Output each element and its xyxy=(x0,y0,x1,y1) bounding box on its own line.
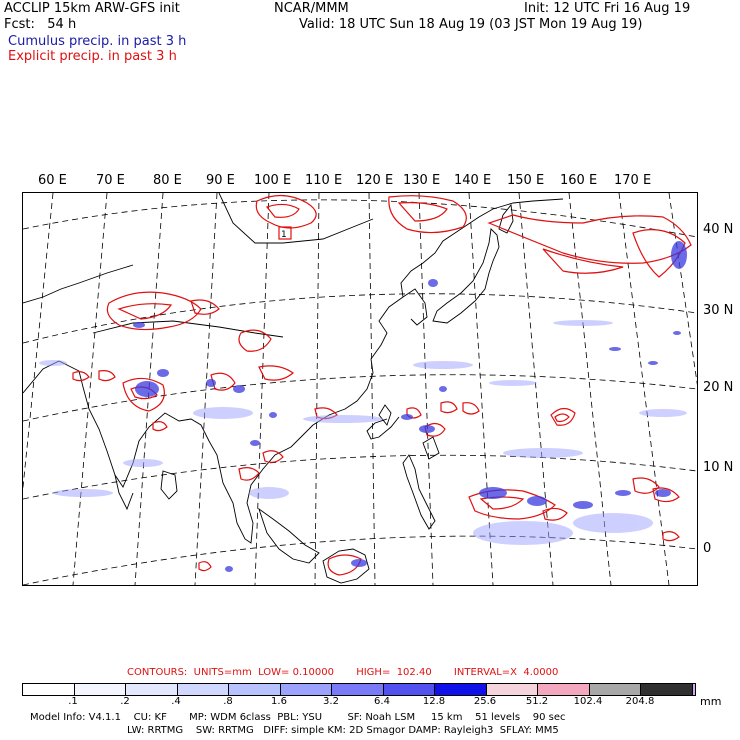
colorbar-tick: 51.2 xyxy=(525,696,549,707)
colorbar-swatch xyxy=(74,684,126,695)
colorbar-tick: 102.4 xyxy=(573,696,603,707)
lon-label-170e: 170 E xyxy=(614,173,652,188)
colorbar-swatch xyxy=(435,684,487,695)
lon-label-60e: 60 E xyxy=(38,173,67,188)
colorbar-swatch xyxy=(126,684,178,695)
legend-explicit: Explicit precip. in past 3 h xyxy=(8,49,177,64)
init-time: Init: 12 UTC Fri 16 Aug 19 xyxy=(524,1,691,16)
lat-label-40n: 40 N xyxy=(703,222,734,237)
map-canvas: 1 xyxy=(23,193,697,585)
lon-label-90e: 90 E xyxy=(206,173,235,188)
forecast-box xyxy=(278,226,292,240)
lat-label-10n: 10 N xyxy=(703,460,734,475)
valid-time: Valid: 18 UTC Sun 18 Aug 19 (03 JST Mon … xyxy=(299,17,643,32)
forecast-hour: Fcst: 54 h xyxy=(4,17,77,32)
lat-label-0: 0 xyxy=(703,541,712,556)
colorbar-swatch xyxy=(177,684,229,695)
colorbar-tick: 3.2 xyxy=(323,696,339,707)
colorbar-tick: 1.6 xyxy=(271,696,287,707)
producer-label: NCAR/MMM xyxy=(274,1,349,16)
lon-label-100e: 100 E xyxy=(254,173,292,188)
colorbar-swatch xyxy=(486,684,538,695)
lon-label-120e: 120 E xyxy=(356,173,394,188)
model-info-line1: Model Info: V4.1.1 CU: KF MP: WDM 6class… xyxy=(30,712,566,723)
colorbar-tick: 204.8 xyxy=(625,696,655,707)
lon-label-160e: 160 E xyxy=(560,173,598,188)
lat-label-30n: 30 N xyxy=(703,303,734,318)
coastlines xyxy=(23,193,564,584)
colorbar-tick: 25.6 xyxy=(473,696,497,707)
model-title: ACCLIP 15km ARW-GFS init xyxy=(4,1,180,16)
colorbar-tick: .4 xyxy=(171,696,181,707)
legend-cumulus: Cumulus precip. in past 3 h xyxy=(8,34,187,49)
colorbar-swatch xyxy=(589,684,641,695)
colorbar-swatch xyxy=(332,684,384,695)
lon-label-110e: 110 E xyxy=(305,173,343,188)
forecast-box-label: 1 xyxy=(281,230,287,240)
colorbar-swatch xyxy=(229,684,281,695)
colorbar-swatch xyxy=(383,684,435,695)
colorbar-tick: 12.8 xyxy=(422,696,446,707)
lat-label-20n: 20 N xyxy=(703,380,734,395)
map-panel: 1 xyxy=(22,192,698,586)
lon-label-80e: 80 E xyxy=(153,173,182,188)
latitude-grid xyxy=(23,199,697,585)
colorbar-tick: .2 xyxy=(120,696,130,707)
lon-label-140e: 140 E xyxy=(454,173,492,188)
colorbar-swatch xyxy=(692,684,695,695)
colorbar-unit: mm xyxy=(700,695,722,708)
contour-info: CONTOURS: UNITS=mm LOW= 0.10000 HIGH= 10… xyxy=(127,667,559,678)
colorbar-tick: .1 xyxy=(68,696,78,707)
cumulus-light xyxy=(39,320,687,545)
colorbar-swatch xyxy=(641,684,693,695)
colorbar-tick: .8 xyxy=(223,696,233,707)
cumulus-precip xyxy=(133,241,687,572)
colorbar-tick: 6.4 xyxy=(374,696,390,707)
colorbar xyxy=(22,683,696,696)
lon-label-70e: 70 E xyxy=(96,173,125,188)
lon-label-150e: 150 E xyxy=(507,173,545,188)
lon-label-130e: 130 E xyxy=(403,173,441,188)
colorbar-swatch xyxy=(280,684,332,695)
colorbar-swatch xyxy=(23,684,75,695)
model-info-line2: LW: RRTMG SW: RRTMG DIFF: simple KM: 2D … xyxy=(127,725,559,736)
colorbar-swatch xyxy=(538,684,590,695)
